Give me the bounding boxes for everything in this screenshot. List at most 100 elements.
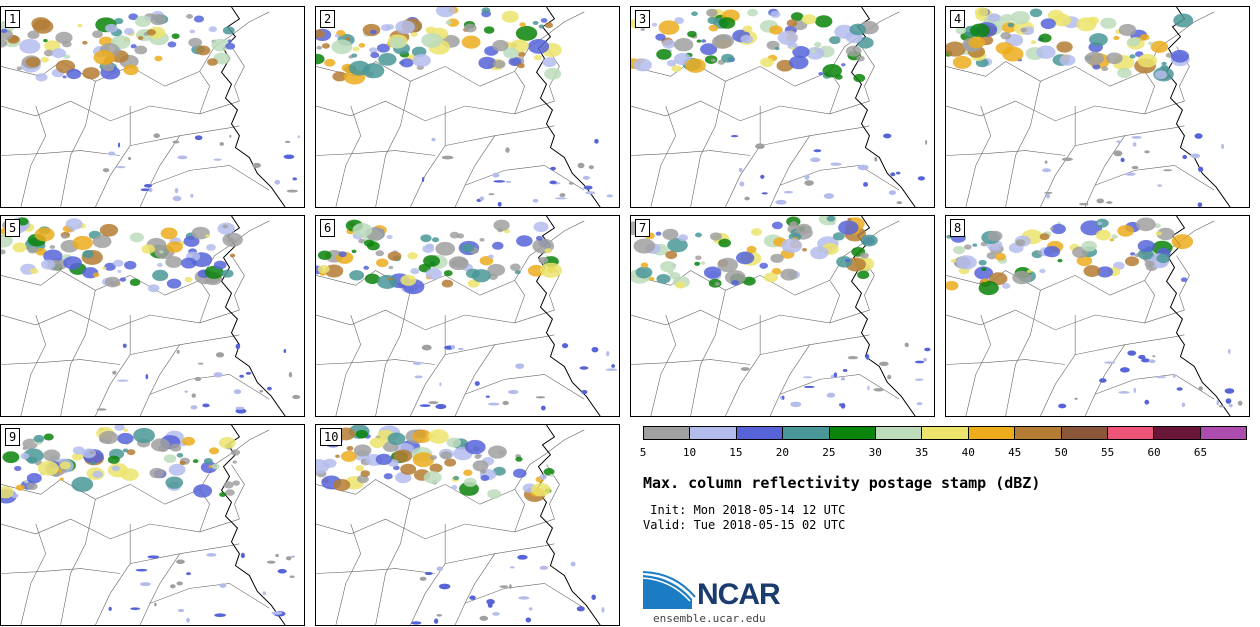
state-boundary [1144, 11, 1215, 72]
reflectivity-cell [166, 241, 183, 253]
reflectivity-cell [744, 196, 750, 201]
reflectivity-cell [969, 23, 991, 38]
state-boundary [725, 315, 761, 416]
reflectivity-cell [651, 22, 658, 27]
reflectivity-cell [222, 232, 243, 247]
state-boundary [95, 106, 131, 207]
reflectivity-cell [1076, 255, 1093, 267]
reflectivity-cell [605, 368, 618, 372]
reflectivity-cell [1125, 256, 1140, 267]
reflectivity-cell [225, 489, 235, 496]
reflectivity-cell [448, 256, 469, 271]
state-boundary [946, 100, 1185, 122]
reflectivity-cell [422, 244, 435, 253]
reflectivity-cell [72, 446, 85, 455]
reflectivity-cell [887, 374, 892, 380]
reflectivity-cell [1046, 193, 1051, 199]
state-boundary [454, 553, 496, 625]
reflectivity-cell [27, 30, 40, 40]
state-boundary [464, 165, 585, 191]
reflectivity-cell [606, 194, 614, 198]
reflectivity-cell [145, 374, 149, 380]
reflectivity-cell [335, 454, 340, 458]
reflectivity-cell [502, 400, 509, 406]
reflectivity-cell [840, 377, 846, 381]
reflectivity-cell [169, 443, 182, 452]
reflectivity-cell [129, 232, 144, 243]
reflectivity-cell [412, 361, 422, 365]
state-boundary [199, 11, 270, 72]
reflectivity-colorbar [643, 426, 1247, 440]
reflectivity-cell [105, 23, 118, 33]
reflectivity-cell [43, 49, 54, 57]
reflectivity-cell [122, 448, 129, 453]
reflectivity-cell [479, 615, 489, 621]
reflectivity-cell [366, 241, 380, 251]
reflectivity-cell [774, 46, 780, 51]
reflectivity-cell [803, 385, 815, 389]
reflectivity-cell [550, 166, 556, 171]
reflectivity-cell [1020, 27, 1027, 33]
reflectivity-cell [222, 224, 229, 229]
reflectivity-cell [59, 477, 64, 481]
reflectivity-cell [227, 39, 233, 43]
reflectivity-cell [802, 247, 808, 252]
reflectivity-cell [324, 264, 344, 278]
reflectivity-cell [421, 344, 432, 351]
reflectivity-cell [1126, 37, 1140, 47]
reflectivity-cell [1136, 217, 1156, 232]
map-canvas [631, 7, 928, 207]
state-boundary [725, 106, 761, 207]
reflectivity-cell [213, 372, 223, 378]
state-boundary [1, 309, 240, 331]
reflectivity-cell [759, 262, 769, 269]
reflectivity-cell [708, 24, 719, 32]
state-boundary [769, 344, 811, 416]
coastline [220, 425, 286, 625]
reflectivity-cell [517, 51, 526, 57]
reflectivity-cell [182, 436, 196, 446]
state-boundary [690, 290, 726, 416]
reflectivity-cell [568, 181, 575, 185]
reflectivity-cell [487, 489, 502, 499]
reflectivity-cell [904, 342, 909, 348]
reflectivity-cell [62, 75, 67, 79]
state-boundary [1, 100, 240, 122]
reflectivity-cell [856, 55, 865, 62]
reflectivity-cell [1118, 391, 1130, 394]
reflectivity-cell [1001, 13, 1014, 23]
reflectivity-cell [176, 581, 183, 586]
reflectivity-cell [317, 250, 332, 261]
reflectivity-cell [176, 349, 180, 354]
reflectivity-cell [289, 575, 295, 579]
state-boundary [316, 150, 436, 156]
state-boundary [1084, 135, 1126, 207]
reflectivity-cell [27, 456, 38, 464]
reflectivity-cell [1113, 150, 1123, 157]
reflectivity-cell [284, 140, 291, 144]
reflectivity-cell [695, 232, 702, 238]
reflectivity-cell [232, 480, 240, 486]
reflectivity-cell [479, 196, 485, 201]
reflectivity-cell [1010, 10, 1031, 25]
reflectivity-cell [202, 403, 210, 408]
reflectivity-cell [531, 482, 551, 497]
reflectivity-cell [152, 269, 169, 282]
reflectivity-cell [742, 25, 753, 33]
reflectivity-cell [527, 264, 545, 277]
reflectivity-cell [82, 40, 88, 45]
reflectivity-cell [316, 45, 323, 50]
reflectivity-cell [82, 67, 100, 80]
state-boundary [1040, 315, 1076, 416]
reflectivity-cell [259, 389, 264, 393]
reflectivity-cell [133, 427, 155, 444]
state-boundary [631, 270, 830, 296]
reflectivity-cell [177, 608, 185, 613]
reflectivity-cell [196, 45, 211, 56]
reflectivity-cell [183, 235, 200, 247]
reflectivity-cell [218, 436, 236, 449]
colorbar-tick-label: 35 [915, 446, 929, 459]
ncar-logo-icon [643, 571, 696, 609]
reflectivity-cell [215, 352, 225, 358]
map-canvas [316, 425, 605, 625]
